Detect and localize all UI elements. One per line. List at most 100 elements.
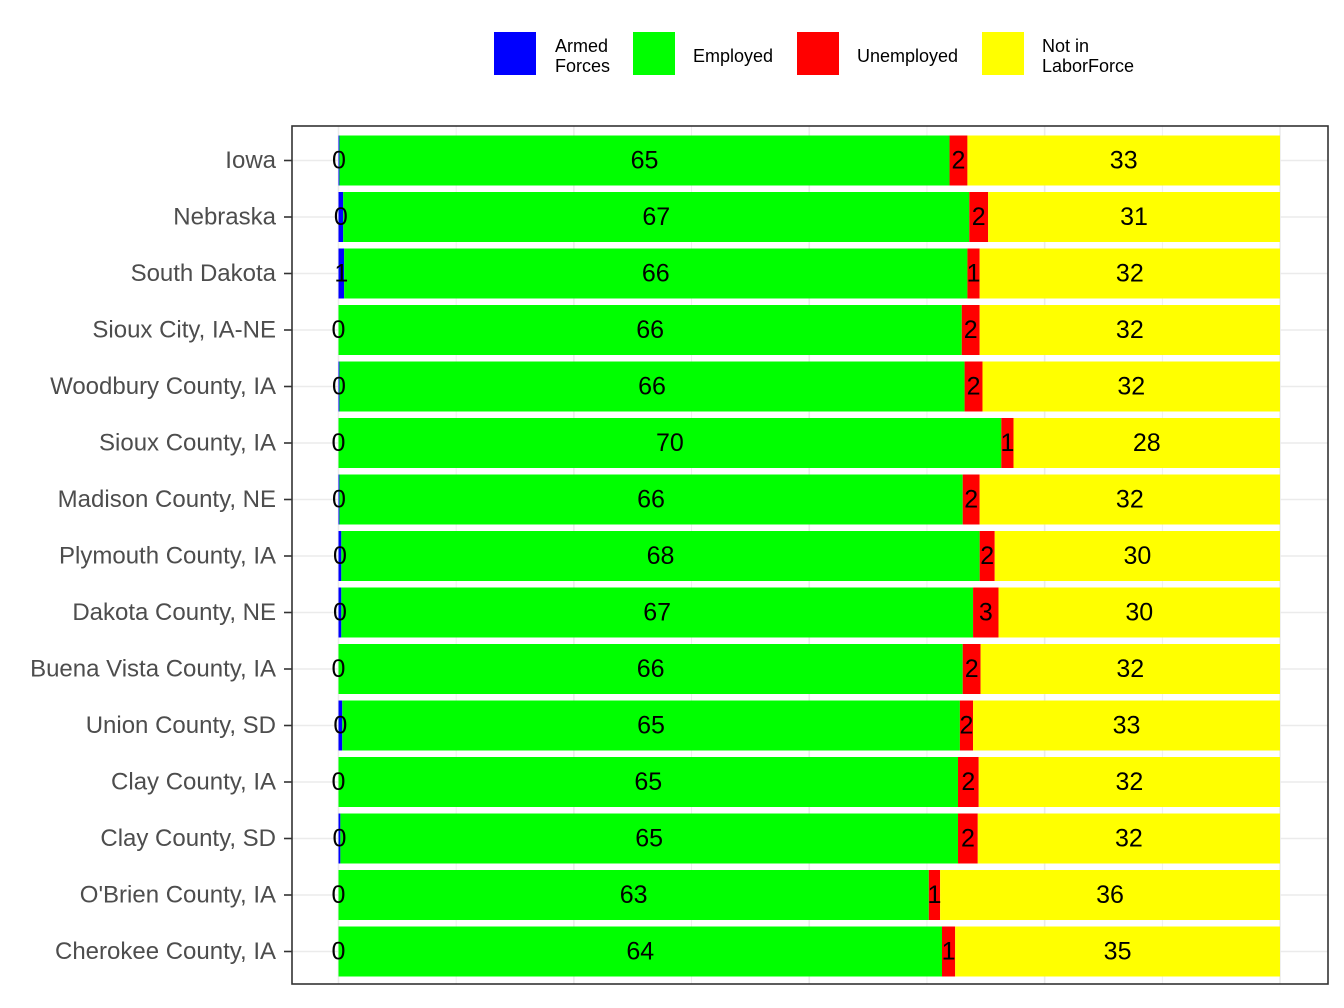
bar-not-in-labor-force [967, 135, 1280, 186]
data-label-armed-forces: 1 [334, 260, 348, 288]
data-label-employed: 65 [631, 147, 659, 175]
bar-not-in-labor-force [977, 813, 1280, 864]
data-label-unemployed: 3 [979, 599, 993, 627]
bar-not-in-labor-force [955, 926, 1280, 977]
bar-not-in-labor-force [978, 757, 1280, 807]
bar-not-in-labor-force [979, 474, 1280, 525]
bar-armed-forces [338, 192, 344, 242]
data-label-not-in-labor-force: 33 [1110, 147, 1138, 175]
bar-armed-forces [338, 361, 340, 412]
bar-unemployed [958, 813, 978, 864]
bar-employed [339, 135, 950, 186]
data-label-unemployed: 2 [980, 542, 994, 570]
bar-unemployed [1001, 418, 1014, 468]
data-label-not-in-labor-force: 28 [1133, 429, 1161, 457]
data-label-not-in-labor-force: 32 [1116, 655, 1144, 683]
bar-armed-forces [338, 248, 345, 299]
data-label-employed: 66 [642, 260, 670, 288]
y-tick-label: Nebraska [173, 204, 276, 231]
bar-unemployed [959, 700, 974, 751]
legend-swatch-unemployed [797, 32, 839, 75]
data-label-armed-forces: 0 [332, 316, 346, 344]
data-label-not-in-labor-force: 31 [1120, 203, 1148, 231]
data-label-armed-forces: 0 [333, 712, 347, 740]
y-tick-label: Clay County, SD [100, 825, 276, 852]
data-label-employed: 65 [635, 825, 663, 853]
legend-swatch-employed [633, 32, 675, 75]
data-label-not-in-labor-force: 32 [1115, 768, 1143, 796]
y-tick-label: Madison County, NE [58, 486, 276, 513]
y-tick-label: Sioux City, IA-NE [92, 317, 276, 344]
y-tick-label: South Dakota [131, 260, 277, 287]
data-label-armed-forces: 0 [333, 599, 347, 627]
plot-border [291, 125, 1329, 985]
y-tick-label: Sioux County, IA [99, 430, 276, 457]
data-label-armed-forces: 0 [332, 881, 346, 909]
data-label-not-in-labor-force: 30 [1125, 599, 1153, 627]
data-label-not-in-labor-force: 36 [1096, 881, 1124, 909]
bar-armed-forces [338, 135, 340, 186]
data-label-armed-forces: 0 [334, 203, 348, 231]
data-label-unemployed: 1 [928, 881, 942, 909]
bar-employed [338, 305, 962, 355]
bar-unemployed [973, 587, 999, 638]
bar-employed [338, 757, 959, 807]
data-label-armed-forces: 0 [332, 768, 346, 796]
bar-employed [341, 531, 980, 581]
bar-armed-forces [338, 587, 342, 638]
data-label-armed-forces: 0 [332, 373, 346, 401]
bar-unemployed [958, 757, 979, 807]
data-label-armed-forces: 0 [332, 655, 346, 683]
bar-unemployed [942, 926, 956, 977]
bar-unemployed [949, 135, 968, 186]
y-tick-label: Dakota County, NE [72, 599, 276, 626]
data-label-employed: 67 [643, 599, 671, 627]
bar-not-in-labor-force [998, 587, 1280, 638]
bar-unemployed [969, 192, 989, 242]
y-tick-label: Iowa [225, 147, 276, 174]
bar-unemployed [962, 644, 981, 694]
data-label-armed-forces: 0 [332, 429, 346, 457]
data-label-employed: 66 [638, 373, 666, 401]
bar-employed [338, 926, 943, 977]
data-label-employed: 67 [642, 203, 670, 231]
y-tick-label: Clay County, IA [111, 769, 276, 796]
bar-employed [339, 361, 965, 412]
data-label-not-in-labor-force: 35 [1104, 938, 1132, 966]
data-label-employed: 66 [637, 655, 665, 683]
bar-unemployed [964, 361, 983, 412]
bar-employed [338, 418, 1002, 468]
bar-not-in-labor-force [973, 700, 1280, 751]
data-label-employed: 65 [634, 768, 662, 796]
data-label-unemployed: 2 [964, 486, 978, 514]
bar-not-in-labor-force [982, 361, 1280, 412]
data-label-employed: 66 [637, 486, 665, 514]
bar-unemployed [967, 248, 980, 299]
legend-swatch-armed-forces [494, 32, 536, 75]
data-label-not-in-labor-force: 32 [1116, 316, 1144, 344]
data-label-employed: 70 [656, 429, 684, 457]
y-tick-label: Woodbury County, IA [50, 373, 276, 400]
data-label-unemployed: 2 [972, 203, 986, 231]
data-label-not-in-labor-force: 30 [1123, 542, 1151, 570]
data-label-not-in-labor-force: 33 [1113, 712, 1141, 740]
bar-employed [339, 474, 963, 525]
data-label-unemployed: 2 [961, 825, 975, 853]
data-label-employed: 64 [626, 938, 654, 966]
data-label-unemployed: 2 [961, 768, 975, 796]
bar-unemployed [928, 870, 941, 920]
data-label-not-in-labor-force: 32 [1116, 486, 1144, 514]
legend-label-employed: Employed [693, 46, 774, 66]
data-label-unemployed: 2 [964, 316, 978, 344]
bar-employed [338, 870, 929, 920]
y-tick-label: Union County, SD [86, 712, 276, 739]
bar-employed [341, 587, 974, 638]
bar-unemployed [962, 474, 980, 525]
bar-armed-forces [338, 474, 340, 525]
data-label-employed: 65 [637, 712, 665, 740]
bar-employed [344, 248, 968, 299]
y-tick-label: Cherokee County, IA [55, 938, 276, 965]
bar-unemployed [961, 305, 980, 355]
